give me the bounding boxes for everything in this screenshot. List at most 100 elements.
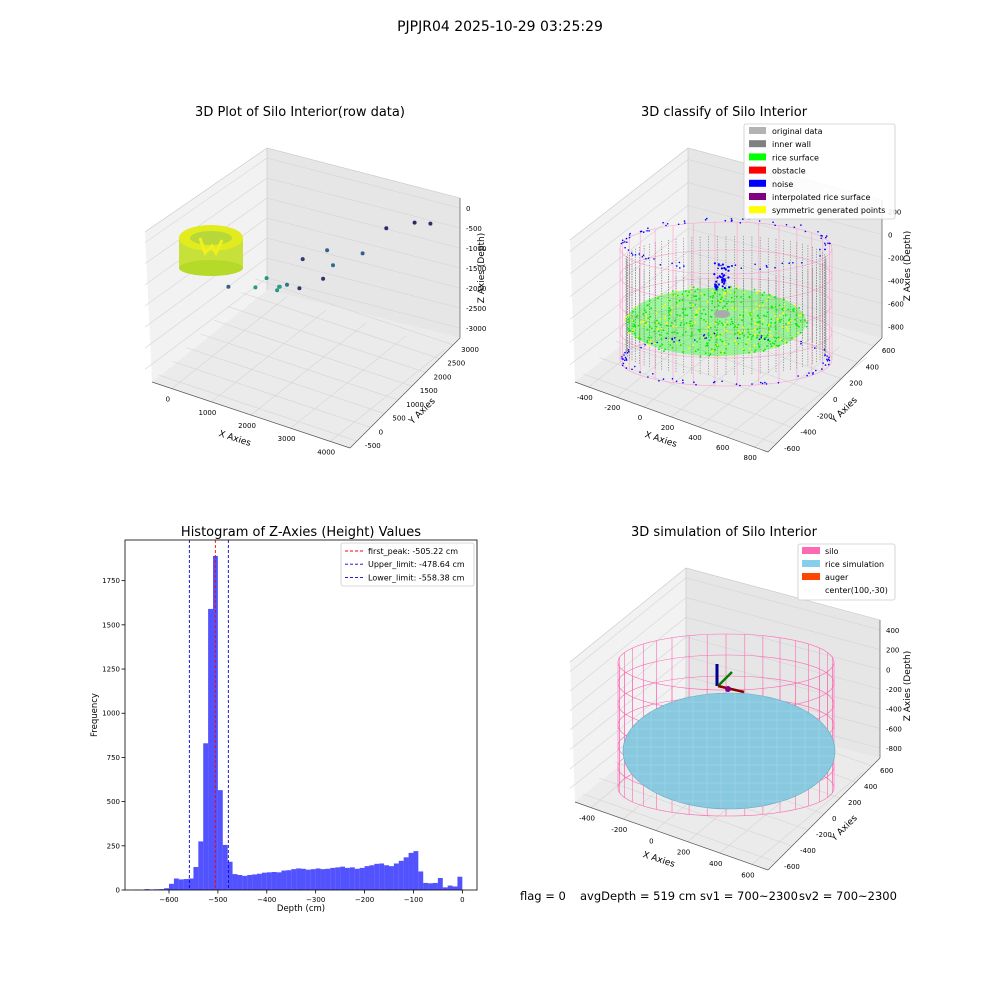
histogram-bar (266, 872, 272, 890)
panel2-x-ticks: -400 -200 0 200 400 600 800 (577, 394, 757, 462)
gridline (186, 347, 385, 414)
z-tick-label: -800 (886, 745, 902, 753)
rice-point (692, 286, 695, 289)
rice-point (761, 301, 764, 304)
rice-point (804, 319, 806, 322)
x-tick-label: 0 (460, 896, 464, 904)
rice-point (669, 292, 672, 295)
rice-point (734, 325, 737, 328)
noise-point (739, 222, 742, 224)
panel4-left-pane (570, 568, 686, 802)
x-tick-label: 3000 (278, 435, 296, 443)
noise-point (671, 378, 674, 380)
rice-point (647, 336, 650, 339)
noise-point (622, 241, 624, 244)
histogram-bar (247, 874, 253, 890)
noise-point (829, 242, 831, 245)
rice-point (723, 305, 726, 307)
gridline (171, 296, 287, 389)
rice-point (627, 318, 630, 320)
rice-point (734, 307, 737, 310)
rice-point (726, 302, 728, 305)
histogram-bar (354, 868, 360, 890)
rice-point (742, 314, 745, 317)
rice-point (761, 294, 764, 297)
noise-point (656, 341, 658, 344)
rice-point (743, 349, 745, 352)
noise-point (644, 344, 646, 346)
rice-point (699, 330, 701, 333)
rice-point (767, 296, 770, 298)
rice-point (707, 334, 710, 337)
gridline (685, 636, 881, 690)
rice-point (694, 321, 696, 324)
rice-point (716, 333, 718, 336)
noise-point (828, 359, 831, 362)
rice-point (698, 307, 701, 310)
rice-point (693, 295, 695, 297)
y-tick-label: 1500 (102, 621, 120, 629)
noise-point (736, 337, 739, 339)
rice-point (705, 344, 707, 347)
histogram-legend: first_peak: -505.22 cm Upper_limit: -478.… (340, 542, 475, 587)
noise-point (781, 262, 784, 265)
legend-label: original data (772, 127, 823, 136)
rice-point (795, 314, 798, 317)
rice-point (770, 318, 773, 320)
rice-point (632, 310, 635, 313)
rice-point (676, 314, 679, 316)
rice-point (736, 326, 739, 329)
y-tick-label: 2500 (447, 360, 465, 368)
rice-point (758, 317, 761, 319)
rice-point (634, 325, 637, 328)
rice-point (737, 342, 740, 345)
rice-point (717, 304, 720, 307)
noise-point (723, 278, 726, 281)
rice-point (776, 344, 778, 347)
gridline (685, 577, 881, 631)
rice-point (653, 321, 656, 324)
noise-point (716, 276, 719, 279)
rice-point (799, 320, 802, 322)
rice-point (706, 343, 709, 345)
legend-label: rice surface (772, 153, 819, 162)
histogram-bar (413, 851, 419, 890)
rice-point (646, 339, 649, 342)
gridline (583, 373, 777, 445)
noise-point (759, 268, 761, 270)
noise-point (647, 376, 649, 378)
noise-point (766, 266, 768, 268)
noise-point (804, 230, 807, 233)
noise-point (727, 269, 730, 272)
rice-point (784, 314, 787, 317)
rice-point (773, 343, 776, 345)
histogram-bar (364, 866, 370, 890)
panel3-title: Histogram of Z-Axies (Height) Values (181, 525, 421, 540)
noise-point (730, 218, 733, 220)
histogram-bar (242, 875, 248, 890)
rice-point (787, 329, 789, 332)
rice-point (653, 330, 656, 333)
rice-point (646, 304, 649, 307)
rice-point (727, 300, 730, 303)
rice-point (743, 291, 745, 294)
rice-point (690, 291, 693, 293)
rice-point (701, 312, 703, 315)
noise-point (640, 346, 642, 349)
histogram-bar (418, 871, 424, 890)
rice-point (761, 332, 764, 335)
rice-point (730, 296, 733, 299)
noise-point (702, 335, 705, 337)
histogram-bar (217, 790, 223, 890)
noise-point (797, 375, 799, 377)
gridline (687, 251, 883, 304)
histogram-bar (442, 887, 448, 890)
rice-point (777, 318, 779, 320)
rice-point (750, 338, 753, 341)
histogram-bar (237, 874, 243, 890)
rice-point (695, 299, 698, 301)
noise-point (824, 354, 826, 357)
noise-point (717, 267, 719, 270)
y-tick-label: 0 (832, 815, 836, 823)
rice-point (758, 331, 761, 334)
